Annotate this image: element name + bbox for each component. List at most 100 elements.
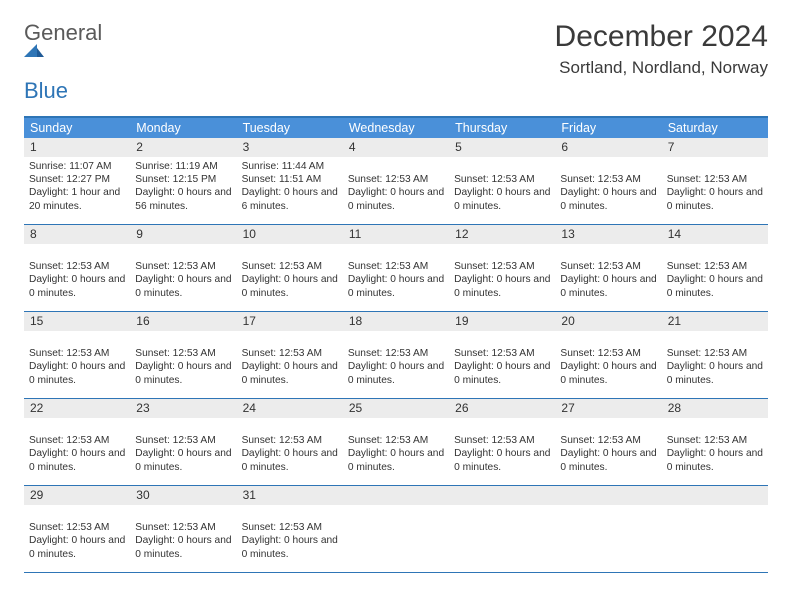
page-header: GeneralBlue December 2024 Sortland, Nord…: [24, 20, 768, 102]
day-info-line: Sunset: 12:53 AM: [348, 260, 444, 273]
calendar-day-cell: 25 Sunset: 12:53 AMDaylight: 0 hours and…: [343, 399, 449, 485]
day-info-line: Sunset: 12:53 AM: [135, 434, 231, 447]
day-info-line: Sunset: 12:53 AM: [348, 347, 444, 360]
day-of-week-cell: Saturday: [662, 118, 768, 138]
day-info-line: Sunset: 12:53 AM: [29, 434, 125, 447]
day-number: 1: [24, 138, 130, 157]
day-info-line: [454, 334, 550, 347]
day-info-line: [135, 334, 231, 347]
calendar-day-cell: 16 Sunset: 12:53 AMDaylight: 0 hours and…: [130, 312, 236, 398]
day-number: 13: [555, 225, 661, 244]
day-info-line: Daylight: 0 hours and 0 minutes.: [29, 534, 125, 560]
day-of-week-cell: Friday: [555, 118, 661, 138]
day-number: 10: [237, 225, 343, 244]
day-number: 21: [662, 312, 768, 331]
day-body: Sunset: 12:53 AMDaylight: 0 hours and 0 …: [130, 508, 236, 560]
day-info-line: Daylight: 0 hours and 0 minutes.: [560, 360, 656, 386]
day-number: 30: [130, 486, 236, 505]
day-body: Sunset: 12:53 AMDaylight: 0 hours and 0 …: [449, 421, 555, 473]
day-info-line: [29, 421, 125, 434]
day-info-line: [135, 247, 231, 260]
brand-word1: General: [24, 20, 102, 45]
day-number: 7: [662, 138, 768, 157]
day-info-line: [348, 334, 444, 347]
day-number: 29: [24, 486, 130, 505]
calendar-day-cell: 10 Sunset: 12:53 AMDaylight: 0 hours and…: [237, 225, 343, 311]
calendar-day-cell: 23 Sunset: 12:53 AMDaylight: 0 hours and…: [130, 399, 236, 485]
day-info-line: Sunset: 12:53 AM: [135, 521, 231, 534]
day-body: Sunset: 12:53 AMDaylight: 0 hours and 0 …: [555, 421, 661, 473]
calendar-day-cell: 6 Sunset: 12:53 AMDaylight: 0 hours and …: [555, 138, 661, 224]
day-number: 16: [130, 312, 236, 331]
day-of-week-cell: Tuesday: [237, 118, 343, 138]
day-body: Sunset: 12:53 AMDaylight: 0 hours and 0 …: [449, 247, 555, 299]
calendar-week-row: 15 Sunset: 12:53 AMDaylight: 0 hours and…: [24, 312, 768, 399]
day-info-line: [348, 160, 444, 173]
day-info-line: [560, 421, 656, 434]
day-body: Sunset: 12:53 AMDaylight: 0 hours and 0 …: [130, 247, 236, 299]
day-number: 12: [449, 225, 555, 244]
day-info-line: Sunrise: 11:19 AM: [135, 160, 231, 173]
calendar-day-cell: 7 Sunset: 12:53 AMDaylight: 0 hours and …: [662, 138, 768, 224]
day-info-line: Sunset: 12:53 AM: [348, 173, 444, 186]
day-info-line: Daylight: 0 hours and 0 minutes.: [29, 273, 125, 299]
day-number: .: [662, 486, 768, 505]
day-info-line: Sunset: 12:53 AM: [667, 173, 763, 186]
day-of-week-cell: Sunday: [24, 118, 130, 138]
day-info-line: Sunset: 11:51 AM: [242, 173, 338, 186]
day-body: Sunset: 12:53 AMDaylight: 0 hours and 0 …: [662, 334, 768, 386]
day-info-line: [667, 160, 763, 173]
day-info-line: Daylight: 0 hours and 0 minutes.: [454, 447, 550, 473]
day-info-line: Daylight: 0 hours and 0 minutes.: [667, 447, 763, 473]
day-of-week-cell: Thursday: [449, 118, 555, 138]
day-body: Sunset: 12:53 AMDaylight: 0 hours and 0 …: [130, 334, 236, 386]
day-info-line: Daylight: 0 hours and 0 minutes.: [242, 273, 338, 299]
day-body: Sunset: 12:53 AMDaylight: 0 hours and 0 …: [343, 247, 449, 299]
day-info-line: Daylight: 0 hours and 0 minutes.: [667, 273, 763, 299]
day-body: Sunset: 12:53 AMDaylight: 0 hours and 0 …: [343, 160, 449, 212]
day-number: .: [555, 486, 661, 505]
day-info-line: Sunrise: 11:44 AM: [242, 160, 338, 173]
day-info-line: [29, 334, 125, 347]
calendar-day-cell: 31 Sunset: 12:53 AMDaylight: 0 hours and…: [237, 486, 343, 572]
day-info-line: Daylight: 0 hours and 0 minutes.: [242, 360, 338, 386]
month-title: December 2024: [555, 20, 768, 54]
day-body: Sunset: 12:53 AMDaylight: 0 hours and 0 …: [662, 421, 768, 473]
day-info-line: Sunset: 12:53 AM: [454, 260, 550, 273]
calendar-day-cell: 21 Sunset: 12:53 AMDaylight: 0 hours and…: [662, 312, 768, 398]
calendar-day-cell: 19 Sunset: 12:53 AMDaylight: 0 hours and…: [449, 312, 555, 398]
day-info-line: Sunset: 12:53 AM: [560, 173, 656, 186]
day-number: .: [343, 486, 449, 505]
day-number: 26: [449, 399, 555, 418]
logo-shape: [24, 44, 102, 58]
day-body: Sunset: 12:53 AMDaylight: 0 hours and 0 …: [237, 421, 343, 473]
day-body: Sunset: 12:53 AMDaylight: 0 hours and 0 …: [237, 247, 343, 299]
day-info-line: Daylight: 0 hours and 0 minutes.: [348, 186, 444, 212]
day-info-line: Sunset: 12:53 AM: [242, 347, 338, 360]
day-number: 8: [24, 225, 130, 244]
calendar-day-cell: 9 Sunset: 12:53 AMDaylight: 0 hours and …: [130, 225, 236, 311]
day-body: Sunset: 12:53 AMDaylight: 0 hours and 0 …: [555, 334, 661, 386]
day-body: Sunset: 12:53 AMDaylight: 0 hours and 0 …: [555, 247, 661, 299]
calendar-week-row: 29 Sunset: 12:53 AMDaylight: 0 hours and…: [24, 486, 768, 573]
day-info-line: Sunset: 12:15 PM: [135, 173, 231, 186]
day-body: Sunset: 12:53 AMDaylight: 0 hours and 0 …: [449, 160, 555, 212]
day-number: 24: [237, 399, 343, 418]
day-info-line: Sunset: 12:53 AM: [135, 260, 231, 273]
day-info-line: Daylight: 0 hours and 0 minutes.: [348, 360, 444, 386]
day-info-line: [135, 421, 231, 434]
calendar-day-cell: 3 Sunrise: 11:44 AMSunset: 11:51 AMDaylig…: [237, 138, 343, 224]
day-number: 5: [449, 138, 555, 157]
day-number: 9: [130, 225, 236, 244]
day-info-line: Daylight: 0 hours and 0 minutes.: [667, 186, 763, 212]
brand-word2: Blue: [24, 78, 68, 103]
day-info-line: [667, 334, 763, 347]
day-body: Sunset: 12:53 AMDaylight: 0 hours and 0 …: [343, 334, 449, 386]
calendar-day-cell: 24 Sunset: 12:53 AMDaylight: 0 hours and…: [237, 399, 343, 485]
calendar-day-cell: 5 Sunset: 12:53 AMDaylight: 0 hours and …: [449, 138, 555, 224]
day-body: Sunrise: 11:44 AMSunset: 11:51 AMDayligh…: [237, 160, 343, 212]
day-number: .: [449, 486, 555, 505]
day-info-line: [29, 508, 125, 521]
day-number: 3: [237, 138, 343, 157]
day-info-line: [560, 334, 656, 347]
